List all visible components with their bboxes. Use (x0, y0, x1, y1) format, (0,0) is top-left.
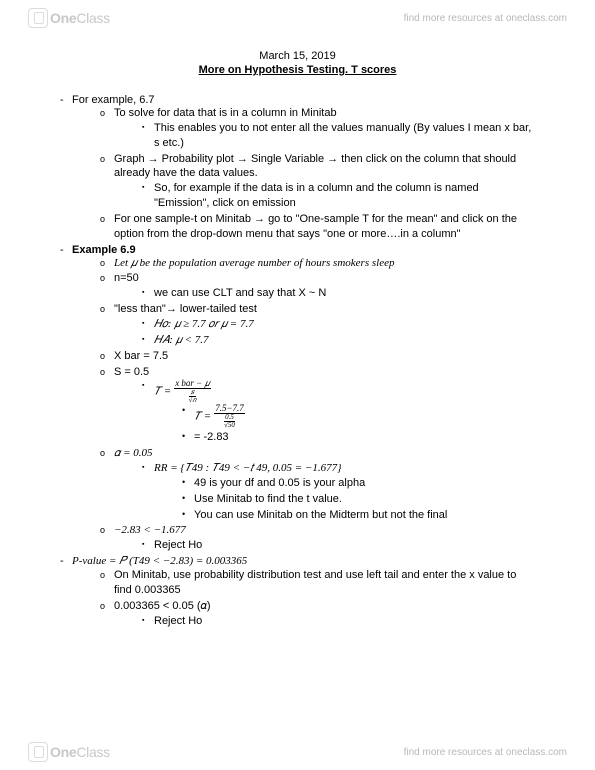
text: −2.83 < −1.677 (114, 524, 186, 536)
fraction: x bar − 𝜇 𝑠√𝑛 (174, 379, 210, 404)
list-item: Reject Ho (142, 614, 535, 629)
list-item: Graph → Probability plot → Single Variab… (100, 152, 535, 211)
list-item: On Minitab, use probability distribution… (100, 568, 535, 598)
logo-text: OneClass (50, 10, 110, 26)
page-header: OneClass find more resources at oneclass… (0, 0, 595, 36)
logo: OneClass (28, 8, 110, 28)
footer-tagline: find more resources at oneclass.com (404, 747, 567, 758)
logo: OneClass (28, 742, 110, 762)
text: To solve for data that is in a column in… (114, 107, 337, 119)
list-item: P-value = 𝑃 (T49 < −2.83) = 0.003365 On … (60, 555, 535, 628)
list-item: So, for example if the data is in a colu… (142, 181, 535, 211)
list-item: 𝑇 = 7.5−7.7 0.5√50 (182, 404, 535, 429)
text: 𝛼 = 0.05 (114, 447, 153, 459)
text: 0.003365 < 0.05 (𝛼) (114, 600, 211, 612)
text: S = 0.5 (114, 366, 149, 378)
list-item: To solve for data that is in a column in… (100, 106, 535, 151)
text: 𝐻𝑜: 𝜇 ≥ 7.7 𝑜𝑟 𝜇 = 7.7 (154, 318, 254, 330)
list-item: RR = {𝑇49 : 𝑇49 < −𝑡 49, 0.05 = −1.677} … (142, 461, 535, 522)
list-item: Example 6.9 Let 𝜇 be the population aver… (60, 244, 535, 554)
document-title: More on Hypothesis Testing. T scores (60, 64, 535, 76)
list-item: 49 is your df and 0.05 is your alpha (182, 476, 535, 491)
list-item: Use Minitab to find the t value. (182, 492, 535, 507)
list-item: n=50 we can use CLT and say that X ~ N (100, 271, 535, 301)
list-item: For one sample-t on Minitab → go to "One… (100, 212, 535, 242)
logo-text: OneClass (50, 744, 110, 760)
list-item: Let 𝜇 be the population average number o… (100, 256, 535, 271)
list-item: 0.003365 < 0.05 (𝛼) Reject Ho (100, 599, 535, 629)
text: n=50 (114, 272, 139, 284)
document-icon (28, 8, 48, 28)
list-item: we can use CLT and say that X ~ N (142, 286, 535, 301)
list-item: For example, 6.7 To solve for data that … (60, 94, 535, 242)
document-body: March 15, 2019 More on Hypothesis Testin… (0, 0, 595, 680)
page-footer: OneClass find more resources at oneclass… (0, 734, 595, 770)
list-item: "less than"→ lower-tailed test 𝐻𝑜: 𝜇 ≥ 7… (100, 302, 535, 348)
text: Example 6.9 (72, 244, 136, 256)
fraction: 7.5−7.7 0.5√50 (214, 404, 245, 429)
list-item: S = 0.5 𝑇 = x bar − 𝜇 𝑠√𝑛 𝑇 = (100, 365, 535, 446)
list-item: X bar = 7.5 (100, 349, 535, 364)
list-item: 𝛼 = 0.05 RR = {𝑇49 : 𝑇49 < −𝑡 49, 0.05 =… (100, 446, 535, 522)
text: 𝑇 = (154, 386, 171, 398)
text: Let 𝜇 be the population average number o… (114, 257, 394, 269)
text: For example, 6.7 (72, 94, 155, 106)
text: 𝐻𝐴: 𝜇 < 7.7 (154, 334, 208, 346)
list-item: Reject Ho (142, 538, 535, 553)
text: P-value = 𝑃 (T49 < −2.83) = 0.003365 (72, 555, 247, 567)
list-item: 𝐻𝑜: 𝜇 ≥ 7.7 𝑜𝑟 𝜇 = 7.7 (142, 317, 535, 332)
text: Graph → Probability plot → Single Variab… (114, 153, 516, 180)
list-item: You can use Minitab on the Midterm but n… (182, 508, 535, 523)
document-date: March 15, 2019 (60, 50, 535, 62)
list-item: = -2.83 (182, 430, 535, 445)
list-item: −2.83 < −1.677 Reject Ho (100, 523, 535, 553)
text: "less than"→ lower-tailed test (114, 303, 257, 315)
list-item: 𝑇 = x bar − 𝜇 𝑠√𝑛 𝑇 = 7.5−7.7 (142, 379, 535, 445)
text: 𝑇 = (194, 411, 211, 423)
text: RR = {𝑇49 : 𝑇49 < −𝑡 49, 0.05 = −1.677} (154, 462, 341, 474)
list-item: 𝐻𝐴: 𝜇 < 7.7 (142, 333, 535, 348)
header-tagline: find more resources at oneclass.com (404, 13, 567, 24)
list-item: This enables you to not enter all the va… (142, 121, 535, 151)
document-icon (28, 742, 48, 762)
